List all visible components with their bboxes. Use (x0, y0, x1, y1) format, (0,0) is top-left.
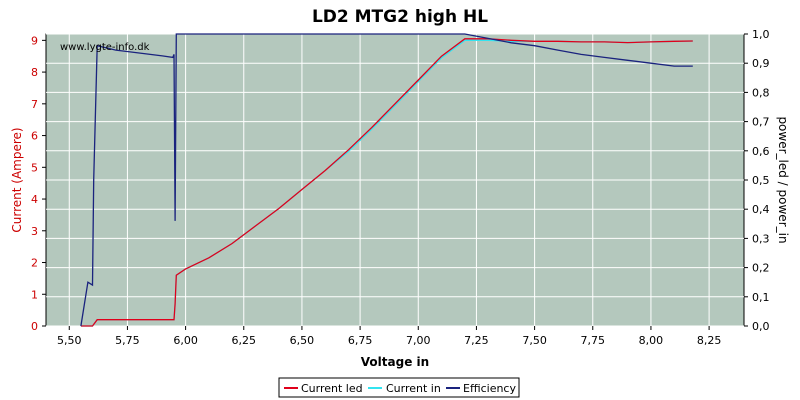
x-tick-label-10: 8,00 (639, 334, 664, 347)
y-left-tick-label-4: 4 (31, 193, 38, 206)
x-tick-label-0: 5,50 (57, 334, 82, 347)
y-left-axis-title: Current (Ampere) (10, 127, 24, 232)
y-right-tick-label-2: 0,2 (752, 262, 770, 275)
y-right-tick-label-9: 0,9 (752, 57, 770, 70)
y-left-tick-label-2: 2 (31, 257, 38, 270)
y-left-tick-label-6: 6 (31, 130, 38, 143)
y-left-tick-label-1: 1 (31, 288, 38, 301)
y-right-axis-title: power_led / power_in (776, 116, 790, 243)
legend-label-current-in: Current in (386, 382, 441, 395)
y-left-tick-label-7: 7 (31, 98, 38, 111)
grid-lines (46, 33, 744, 327)
x-tick-label-9: 7,75 (581, 334, 606, 347)
x-axis-ticks: 5,50 5,75 6,00 6,25 6,50 6,75 7,00 7,25 7,50 7,75… (57, 326, 721, 347)
series-line-current-led (80, 38, 693, 327)
watermark-text: www.lygte-info.dk (60, 42, 150, 53)
chart-title: LD2 MTG2 high HL (312, 7, 488, 27)
y-right-tick-label-4: 0,4 (752, 203, 770, 216)
legend-label-efficiency: Efficiency (463, 382, 516, 395)
y-left-tick-label-9: 9 (31, 34, 38, 47)
y-right-tick-label-1: 0,1 (752, 291, 770, 304)
x-tick-label-5: 6,75 (348, 334, 373, 347)
x-tick-label-1: 5,75 (115, 334, 140, 347)
x-tick-label-8: 7,50 (522, 334, 547, 347)
y-left-axis-ticks: 0 1 2 3 4 5 6 7 8 9 (31, 34, 46, 333)
y-left-tick-label-3: 3 (31, 225, 38, 238)
series-lines (80, 33, 693, 327)
x-tick-label-7: 7,25 (464, 334, 489, 347)
x-tick-label-3: 6,25 (232, 334, 257, 347)
legend: Current led Current in Efficiency (278, 377, 520, 398)
x-axis-title: Voltage in (361, 355, 429, 369)
series-line-efficiency (80, 33, 693, 327)
y-right-tick-label-0: 0,0 (752, 320, 770, 333)
y-left-tick-label-0: 0 (31, 320, 38, 333)
legend-label-current-led: Current led (301, 382, 363, 395)
y-right-tick-label-6: 0,6 (752, 145, 770, 158)
y-right-axis-ticks: 0,0 0,1 0,2 0,3 0,4 0,5 0,6 0,7 0,8 0,9 1,0 (744, 28, 770, 333)
y-left-tick-label-8: 8 (31, 66, 38, 79)
x-tick-label-11: 8,25 (697, 334, 722, 347)
y-right-tick-label-10: 1,0 (752, 28, 770, 41)
y-right-tick-label-5: 0,5 (752, 174, 770, 187)
y-left-tick-label-5: 5 (31, 161, 38, 174)
y-right-tick-label-7: 0,7 (752, 116, 770, 129)
legend-box (278, 377, 520, 398)
x-tick-label-6: 7,00 (406, 334, 431, 347)
y-right-tick-label-8: 0,8 (752, 86, 770, 99)
x-tick-label-2: 6,00 (173, 334, 198, 347)
y-right-tick-label-3: 0,3 (752, 232, 770, 245)
x-tick-label-4: 6,50 (290, 334, 315, 347)
